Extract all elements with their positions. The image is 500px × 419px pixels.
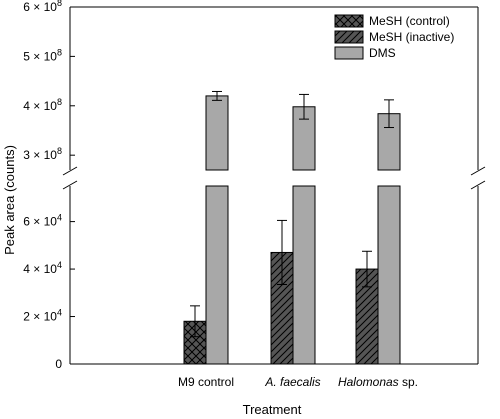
bar-dms-1-lower <box>292 185 316 365</box>
upper-tick-label-2: 5 × 108 <box>23 47 62 63</box>
break-mark-right-upper <box>470 166 486 176</box>
bar-dms-0-lower <box>205 185 229 365</box>
y-axis-title: Peak area (counts) <box>2 145 17 255</box>
x-tick-label-2: Halomonas sp. <box>338 375 418 389</box>
x-tick-label-1: A. faecalis <box>264 375 320 389</box>
legend: MeSH (control) MeSH (inactive) DMS <box>334 14 454 60</box>
bar-dms-2-lower <box>377 185 401 365</box>
lower-tick-label-0: 0 <box>55 357 62 371</box>
lower-tick-label-1: 2 × 104 <box>23 308 62 324</box>
upper-tick-label-0: 3 × 108 <box>23 146 62 162</box>
legend-label-1: MeSH (inactive) <box>369 30 454 44</box>
break-mark-left-lower <box>62 180 78 190</box>
legend-swatch-1 <box>334 30 364 44</box>
ticks: 3 × 108 4 × 108 5 × 108 6 × 108 0 2 × 104 4 × … <box>23 0 418 389</box>
bars <box>183 95 401 365</box>
lower-tick-label-2: 4 × 104 <box>23 260 62 276</box>
axes <box>69 6 479 365</box>
legend-swatch-2 <box>334 46 364 60</box>
upper-tick-label-1: 4 × 108 <box>23 97 62 113</box>
lower-tick-label-3: 6 × 104 <box>23 213 62 229</box>
axis-break-marks <box>62 166 486 190</box>
break-mark-left-upper <box>62 166 78 176</box>
x-tick-label-0: M9 control <box>178 375 234 389</box>
bar-dms-0-upper <box>205 95 229 171</box>
upper-tick-label-3: 6 × 108 <box>23 0 62 14</box>
error-bars <box>190 90 394 338</box>
break-mark-right-lower <box>470 180 486 190</box>
legend-label-0: MeSH (control) <box>369 14 450 28</box>
legend-label-2: DMS <box>369 46 396 60</box>
legend-swatch-0 <box>334 14 364 28</box>
x-axis-title: Treatment <box>243 402 302 417</box>
